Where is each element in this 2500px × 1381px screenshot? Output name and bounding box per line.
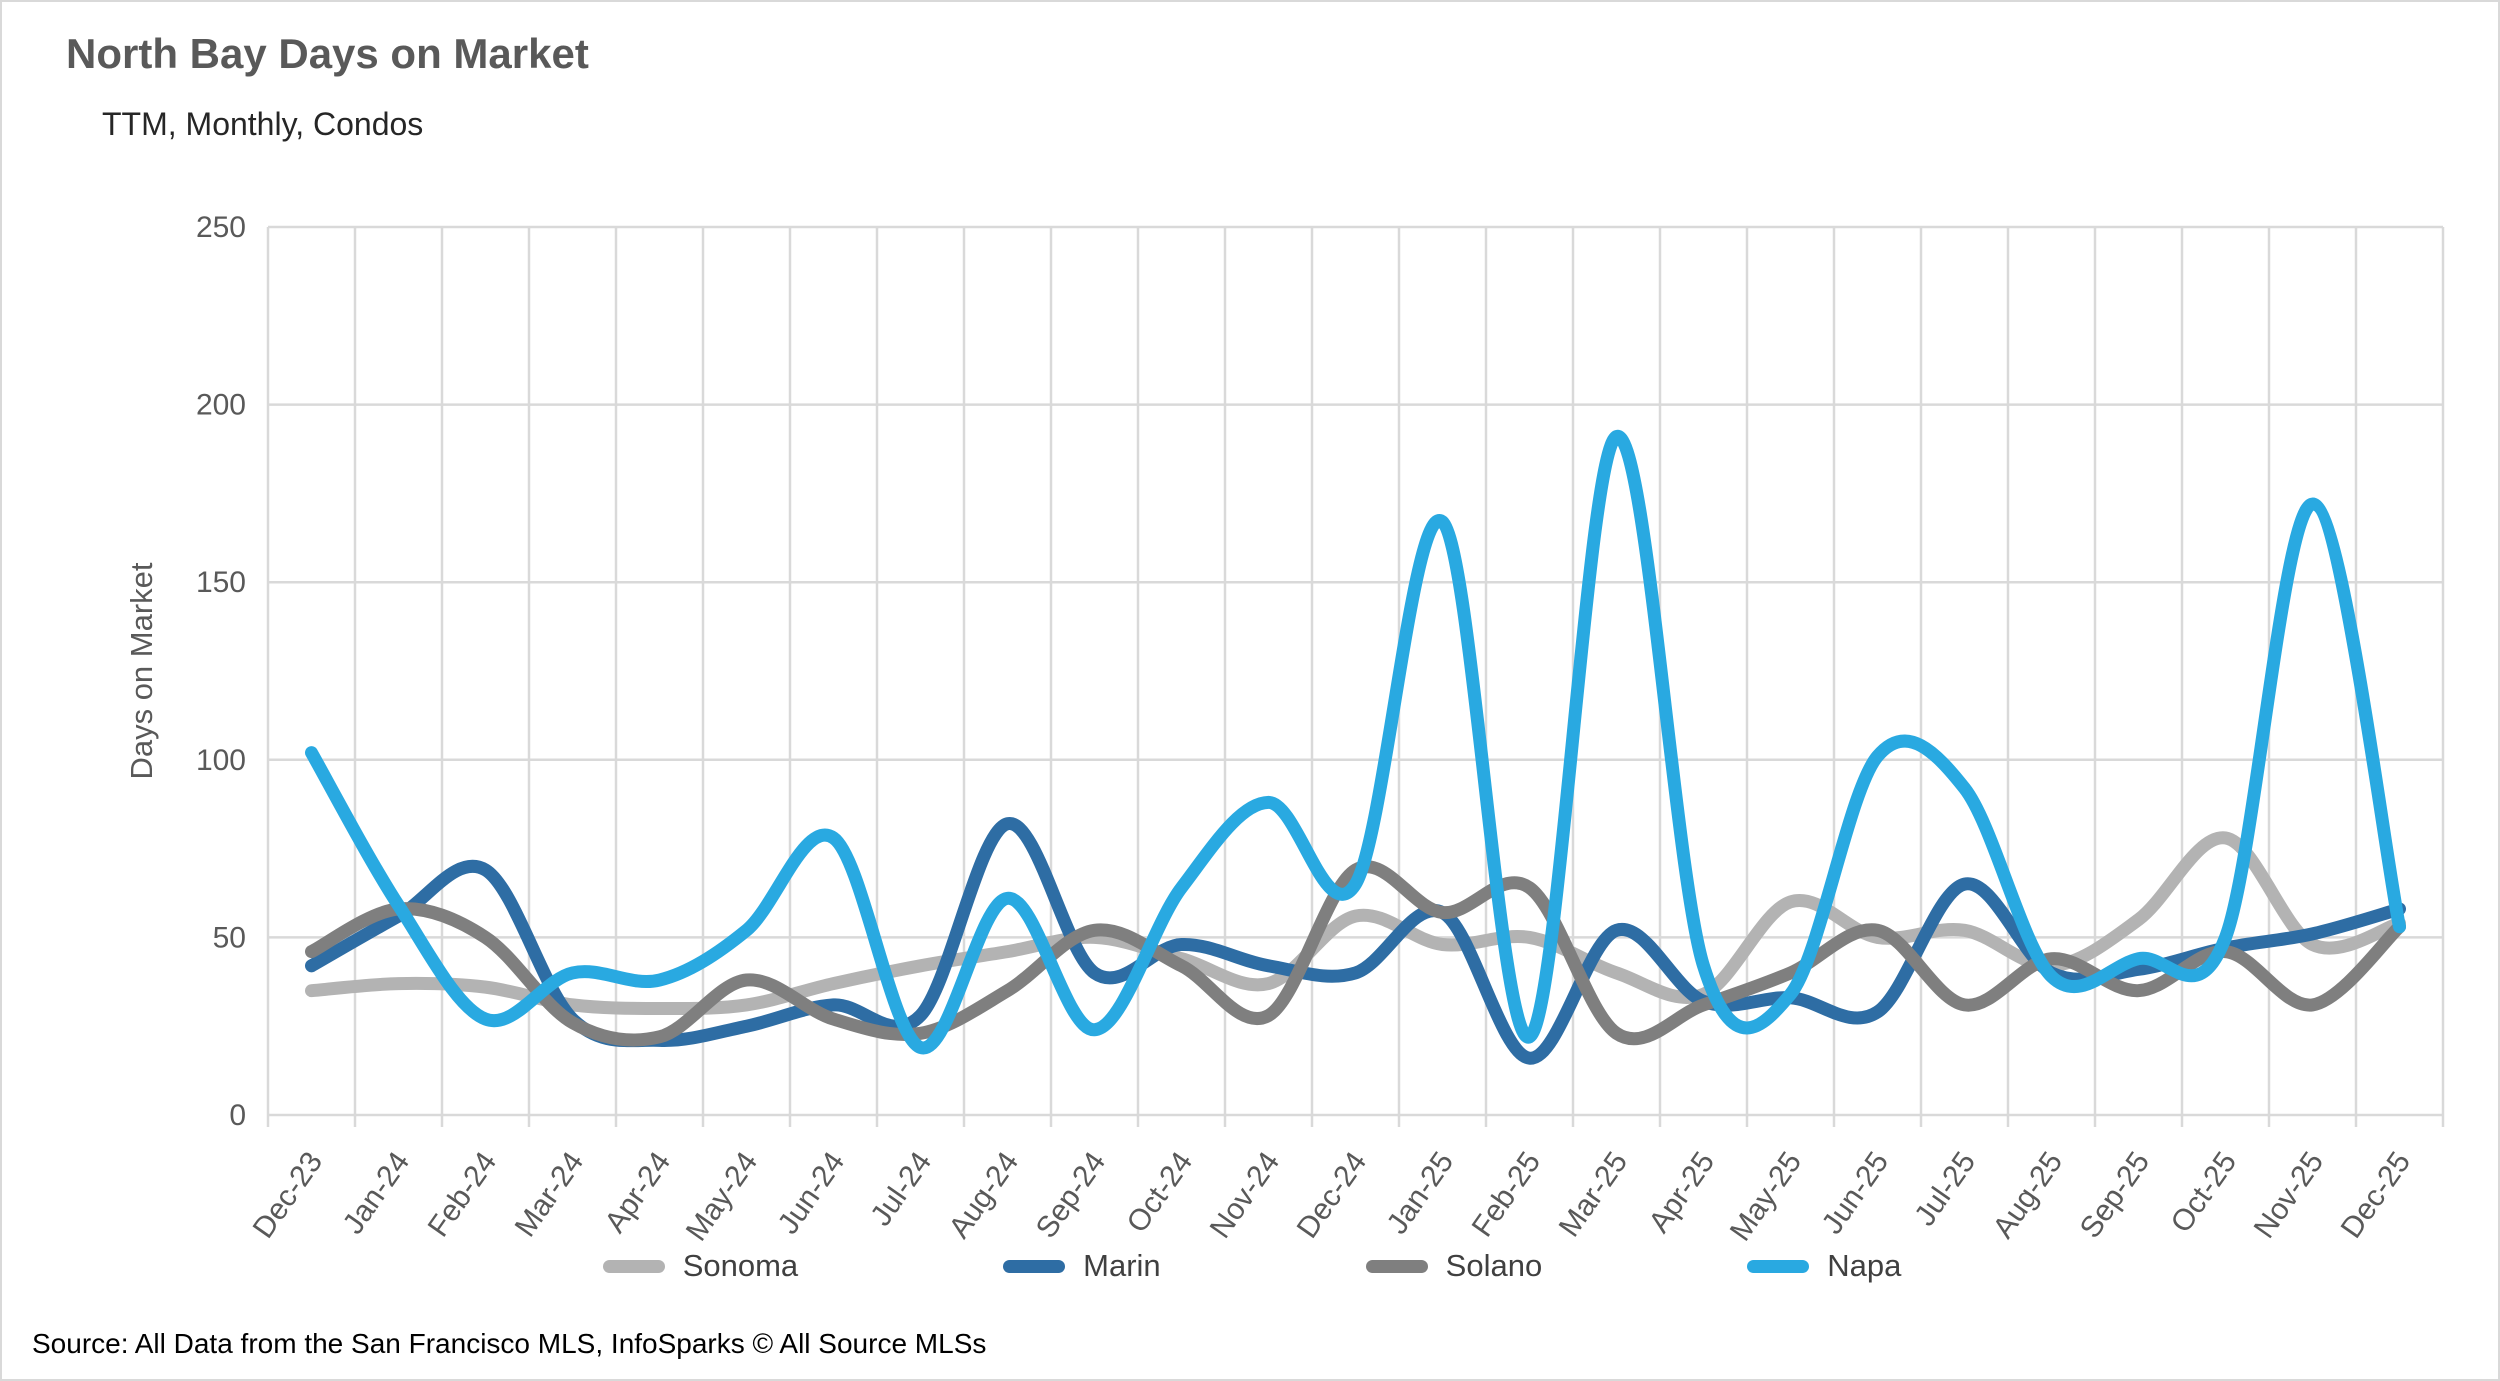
x-axis-tick-label: Sep-24 (1030, 1146, 1113, 1244)
x-axis-tick-label: Jan-24 (337, 1146, 417, 1240)
x-axis-tick-label: Sep-25 (2074, 1146, 2157, 1244)
y-axis-tick-label: 50 (213, 921, 246, 954)
x-axis-tick-label: Mar-25 (1553, 1146, 1635, 1243)
x-axis-tick-label: Jul-24 (864, 1146, 938, 1232)
x-axis-tick-label: Nov-25 (2248, 1146, 2331, 1244)
series-line-napa (305, 430, 2406, 1055)
y-axis-tick-label: 200 (196, 389, 246, 422)
x-axis-tick-label: Aug-24 (943, 1146, 1026, 1244)
legend-item-napa: Napa (1747, 1248, 1901, 1284)
chart-title: North Bay Days on Market (66, 30, 589, 77)
series-line-sonoma (305, 831, 2406, 1015)
x-axis-tick-label: Apr-24 (599, 1146, 678, 1239)
x-axis-tick-label: Feb-25 (1466, 1146, 1548, 1243)
x-axis-tick-label: Jul-25 (1908, 1146, 1982, 1232)
legend-swatch-sonoma (602, 1259, 665, 1273)
legend-label: Napa (1827, 1248, 1902, 1283)
legend-swatch-solano (1365, 1259, 1428, 1273)
x-axis-tick-label: Oct-25 (2165, 1146, 2244, 1239)
x-axis-tick-label: Jan-25 (1381, 1146, 1461, 1240)
y-axis-tick-label: 150 (196, 566, 246, 599)
legend-label: Marin (1083, 1248, 1161, 1283)
x-axis-tick-label: May-25 (1724, 1146, 1808, 1247)
x-axis-tick-label: Dec-25 (2335, 1146, 2418, 1244)
x-axis-tick-label: Dec-23 (247, 1146, 330, 1244)
legend-swatch-marin (1003, 1259, 1066, 1273)
y-axis-tick-label: 0 (229, 1099, 246, 1132)
x-axis-tick-label: Aug-25 (1987, 1146, 2070, 1244)
legend-item-marin: Marin (1003, 1248, 1161, 1284)
y-axis-tick-label: 250 (196, 211, 246, 244)
legend-label: Sonoma (682, 1248, 799, 1283)
x-axis-tick-label: Jun-25 (1816, 1146, 1896, 1240)
x-axis-tick-label: Nov-24 (1204, 1146, 1287, 1244)
legend-swatch-napa (1747, 1259, 1810, 1273)
y-axis-tick-label: 100 (196, 744, 246, 777)
x-axis-tick-label: Feb-24 (422, 1146, 504, 1243)
x-axis-tick-label: Mar-24 (509, 1146, 591, 1243)
chart-legend: Sonoma Marin Solano Napa (2, 1248, 2498, 1284)
legend-item-solano: Solano (1365, 1248, 1543, 1284)
legend-item-sonoma: Sonoma (602, 1248, 799, 1284)
x-axis-tick-label: Oct-24 (1121, 1146, 1200, 1239)
x-axis-tick-label: May-24 (680, 1146, 764, 1247)
chart-subtitle: TTM, Monthly, Condos (102, 106, 424, 142)
x-axis-tick-label: Jun-24 (772, 1146, 852, 1240)
y-axis-title: Days on Market (124, 562, 159, 779)
series-line-marin (305, 817, 2406, 1065)
x-axis-tick-label: Dec-24 (1291, 1146, 1374, 1244)
x-axis-tick-label: Apr-25 (1643, 1146, 1722, 1239)
source-attribution: Source: All Data from the San Francisco … (32, 1328, 987, 1359)
legend-label: Solano (1445, 1248, 1543, 1283)
